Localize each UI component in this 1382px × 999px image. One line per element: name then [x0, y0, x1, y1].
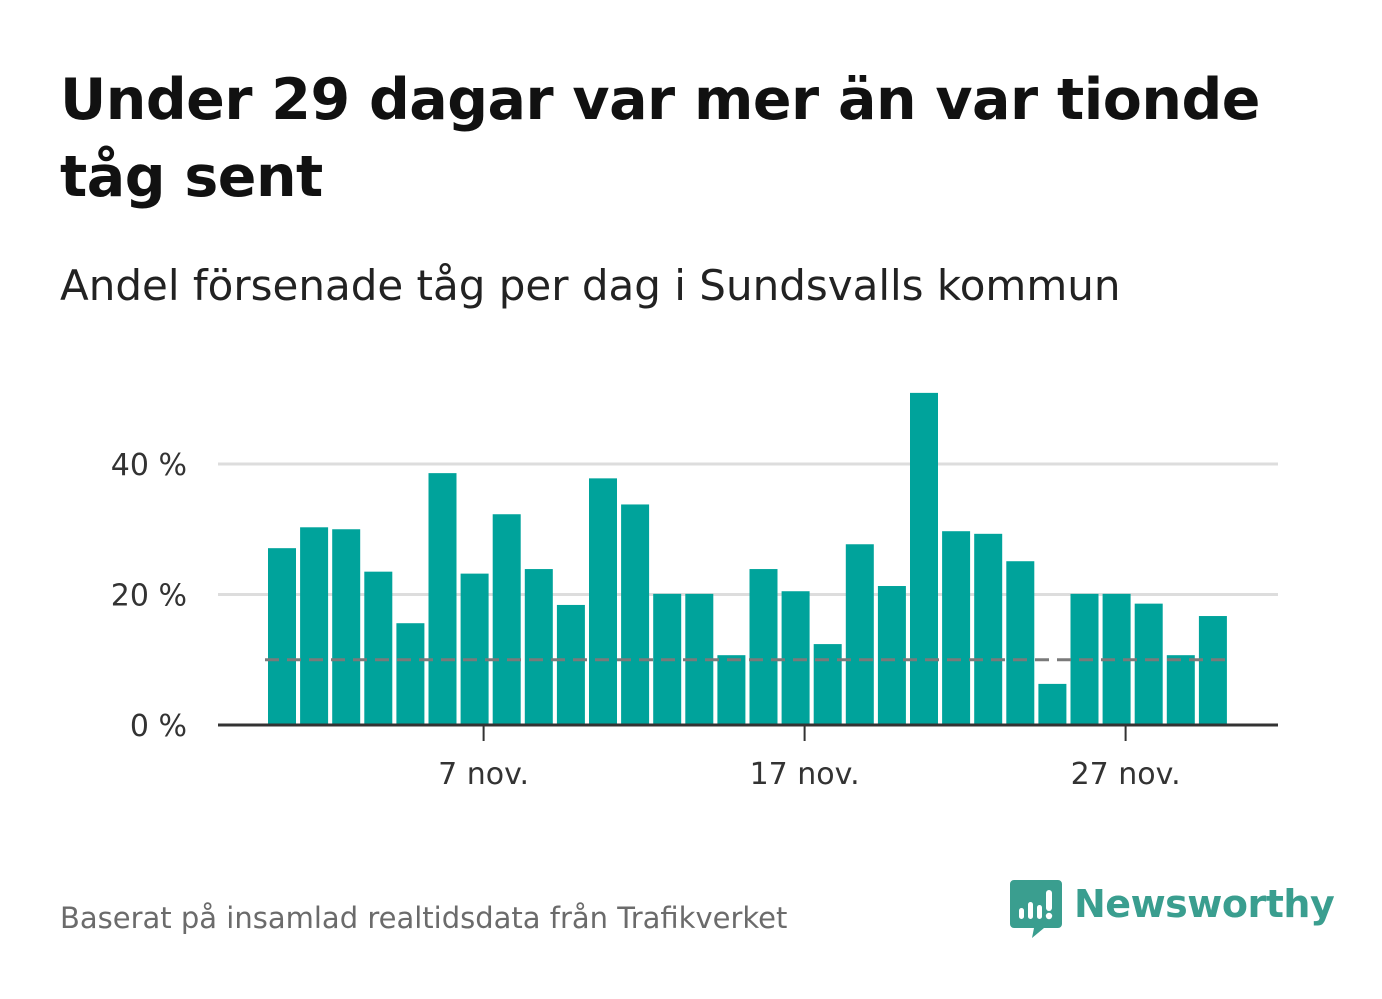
x-tick-label: 17 nov. — [750, 757, 860, 792]
bar — [1006, 561, 1035, 725]
bar — [877, 586, 906, 725]
bar — [845, 544, 874, 725]
bar — [910, 392, 938, 725]
y-tick-label: 40 % — [111, 448, 187, 483]
bar — [717, 655, 746, 725]
bar — [589, 478, 617, 725]
grid-lines — [218, 462, 1278, 596]
bar — [460, 573, 489, 725]
chart-subtitle: Andel försenade tåg per dag i Sundsvalls… — [60, 261, 1121, 310]
bar — [268, 548, 296, 725]
y-axis-ticks: 0 % 20 % 40 % — [111, 448, 187, 744]
bar — [524, 569, 553, 725]
bar — [621, 504, 650, 725]
bar — [332, 529, 361, 725]
bar — [364, 571, 393, 725]
x-axis-ticks: 7 nov. 17 nov. 27 nov. — [438, 725, 1181, 792]
bar — [300, 527, 329, 725]
bars — [268, 392, 1227, 725]
brand-logo: Newsworthy — [1010, 880, 1335, 942]
bar — [749, 569, 778, 725]
bar — [974, 533, 1003, 725]
bar — [556, 604, 585, 725]
newsworthy-logo-icon — [1010, 880, 1062, 938]
y-tick-label: 20 % — [111, 579, 187, 614]
bar — [1198, 616, 1227, 725]
bar — [428, 473, 457, 725]
x-tick-label: 7 nov. — [438, 757, 529, 792]
brand-name: Newsworthy — [1074, 882, 1335, 926]
bar — [396, 623, 425, 725]
bar — [781, 591, 810, 725]
x-tick-label: 27 nov. — [1071, 757, 1181, 792]
bar — [492, 514, 521, 725]
bar — [813, 644, 842, 725]
bar — [1166, 655, 1195, 725]
y-tick-label: 0 % — [130, 709, 187, 744]
bar — [1038, 683, 1067, 725]
chart-title: Under 29 dagar var mer än var tionde tåg… — [60, 67, 1260, 210]
bar — [1134, 603, 1163, 725]
source-note: Baserat på insamlad realtidsdata från Tr… — [60, 901, 788, 935]
bar — [942, 531, 971, 725]
